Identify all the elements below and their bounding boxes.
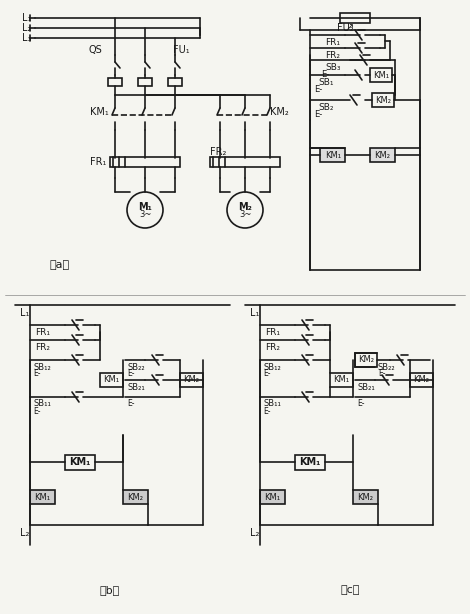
Text: FR₂: FR₂ <box>210 147 227 157</box>
Text: KM₂: KM₂ <box>127 492 143 502</box>
Text: ↗: ↗ <box>346 22 354 32</box>
Text: KM₁: KM₁ <box>373 71 389 79</box>
Text: L₃: L₃ <box>22 33 31 43</box>
Text: 3~: 3~ <box>239 209 251 219</box>
Bar <box>295 455 325 470</box>
Text: SB₂₂: SB₂₂ <box>378 362 396 371</box>
Text: E-: E- <box>314 85 322 93</box>
Text: E-: E- <box>33 406 40 416</box>
Bar <box>30 490 55 504</box>
Text: L₁: L₁ <box>250 308 259 318</box>
Text: KM₁: KM₁ <box>333 376 349 384</box>
Text: KM₁: KM₁ <box>264 492 280 502</box>
Bar <box>210 157 280 167</box>
Bar <box>410 373 433 387</box>
Text: KM₁: KM₁ <box>69 457 91 467</box>
Text: （a）: （a） <box>50 260 70 270</box>
Text: FR₁: FR₁ <box>90 157 106 167</box>
Bar <box>370 68 392 82</box>
Text: E-: E- <box>127 370 134 378</box>
Text: KM₁: KM₁ <box>299 457 321 467</box>
Text: SB₁₁: SB₁₁ <box>33 400 51 408</box>
Text: KM₂: KM₂ <box>358 356 374 365</box>
Text: KM₂: KM₂ <box>374 150 390 160</box>
Text: M₁: M₁ <box>138 202 152 212</box>
Text: SB₂₁: SB₂₁ <box>357 383 375 392</box>
Bar <box>65 455 95 470</box>
Bar <box>180 373 203 387</box>
Bar <box>108 78 122 86</box>
Text: KM₂: KM₂ <box>270 107 289 117</box>
Text: L₂: L₂ <box>20 528 30 538</box>
Text: SB₁: SB₁ <box>318 77 334 87</box>
Bar <box>330 373 353 387</box>
Bar <box>353 490 378 504</box>
Text: SB₂₁: SB₂₁ <box>127 383 145 392</box>
Text: SB₃: SB₃ <box>325 63 340 71</box>
Text: E-: E- <box>321 69 329 79</box>
Bar <box>370 148 395 162</box>
Bar <box>168 78 182 86</box>
Text: L₂: L₂ <box>22 23 31 33</box>
Text: KM₁: KM₁ <box>90 107 109 117</box>
Bar <box>123 490 148 504</box>
Bar <box>260 490 285 504</box>
Text: SB₂: SB₂ <box>318 103 334 112</box>
Text: KM₂: KM₂ <box>183 376 199 384</box>
Text: （b）: （b） <box>100 585 120 595</box>
Text: L₂: L₂ <box>250 528 259 538</box>
Bar <box>340 13 370 23</box>
Text: KM₁: KM₁ <box>103 376 119 384</box>
Text: E-: E- <box>314 109 322 119</box>
Text: SB₁₂: SB₁₂ <box>33 362 51 371</box>
Text: E-: E- <box>357 400 365 408</box>
Bar <box>355 353 377 367</box>
Text: FR₂: FR₂ <box>325 50 340 60</box>
Text: E-: E- <box>263 406 271 416</box>
Text: L₁: L₁ <box>20 308 30 318</box>
Bar <box>372 93 394 107</box>
Text: FR₁: FR₁ <box>325 37 340 47</box>
Text: M₂: M₂ <box>238 202 252 212</box>
Text: FU₂: FU₂ <box>337 23 353 33</box>
Bar <box>110 157 180 167</box>
Text: KM₁: KM₁ <box>325 150 341 160</box>
Bar <box>320 148 345 162</box>
Bar <box>138 78 152 86</box>
Text: SB₂₂: SB₂₂ <box>127 362 145 371</box>
Text: L₁: L₁ <box>22 13 31 23</box>
Text: KM₂: KM₂ <box>357 492 373 502</box>
Text: FR₁: FR₁ <box>265 327 280 336</box>
Text: SB₁₁: SB₁₁ <box>263 400 281 408</box>
Text: 3~: 3~ <box>139 209 151 219</box>
Text: FR₁: FR₁ <box>35 327 50 336</box>
Text: FR₂: FR₂ <box>265 343 280 351</box>
Text: QS: QS <box>88 45 102 55</box>
Text: E-: E- <box>263 370 271 378</box>
Bar <box>100 373 123 387</box>
Text: KM₂: KM₂ <box>375 96 391 104</box>
Text: E-: E- <box>378 370 385 378</box>
Text: SB₁₂: SB₁₂ <box>263 362 281 371</box>
Text: E-: E- <box>127 400 134 408</box>
Text: E-: E- <box>33 370 40 378</box>
Text: KM₂: KM₂ <box>413 376 429 384</box>
Text: FU₁: FU₁ <box>173 45 189 55</box>
Text: （c）: （c） <box>340 585 360 595</box>
Text: KM₁: KM₁ <box>34 492 50 502</box>
Text: FR₂: FR₂ <box>35 343 50 351</box>
